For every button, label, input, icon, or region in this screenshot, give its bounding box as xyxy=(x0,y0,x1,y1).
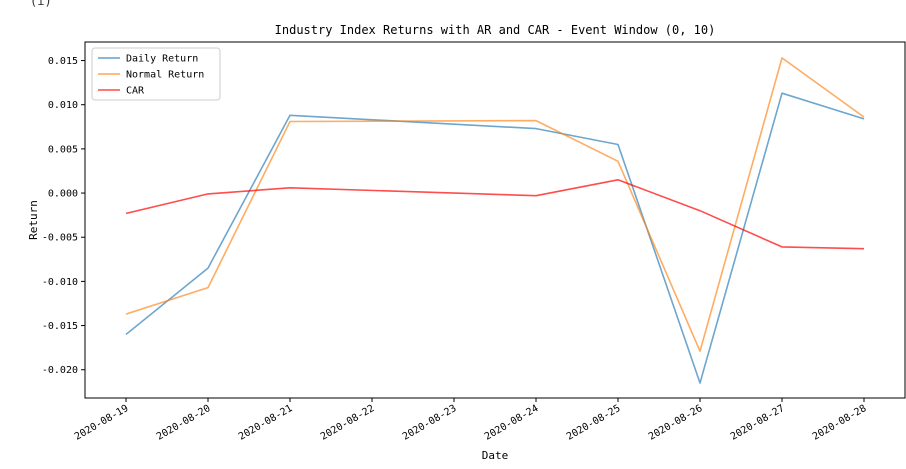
plot-frame xyxy=(84,41,906,399)
chart-title: Industry Index Returns with AR and CAR -… xyxy=(275,23,716,37)
y-tick-label: -0.005 xyxy=(42,233,78,244)
x-tick-label: 2020-08-24 xyxy=(483,403,541,443)
legend-label: Normal Return xyxy=(126,70,204,81)
x-tick-label: 2020-08-26 xyxy=(647,403,705,443)
legend-label: Daily Return xyxy=(126,54,198,65)
x-tick-label: 2020-08-22 xyxy=(319,403,377,443)
x-tick-label: 2020-08-28 xyxy=(811,403,869,443)
y-tick-label: 0.015 xyxy=(48,56,78,67)
y-tick-label: 0.000 xyxy=(48,189,78,200)
series-line-1 xyxy=(125,92,865,384)
top-fragment-text: (i) xyxy=(30,0,52,8)
x-tick-label: 2020-08-25 xyxy=(565,403,623,443)
x-axis-title: Date xyxy=(482,449,509,462)
y-tick-label: -0.020 xyxy=(42,365,78,376)
y-tick-label: 0.010 xyxy=(48,100,78,111)
y-tick-label: 0.005 xyxy=(48,144,78,155)
y-tick-label: -0.015 xyxy=(42,321,78,332)
y-axis-title: Return xyxy=(27,200,40,240)
legend-box xyxy=(91,47,221,101)
series-line-2 xyxy=(125,57,865,353)
x-tick-label: 2020-08-23 xyxy=(401,403,459,443)
y-tick-label: -0.010 xyxy=(42,277,78,288)
x-tick-label: 2020-08-27 xyxy=(729,403,787,443)
x-tick-label: 2020-08-20 xyxy=(155,403,213,443)
legend-label: CAR xyxy=(126,86,145,97)
x-tick-label: 2020-08-19 xyxy=(73,403,131,443)
x-tick-label: 2020-08-21 xyxy=(237,403,295,443)
series-line-3 xyxy=(125,179,865,250)
